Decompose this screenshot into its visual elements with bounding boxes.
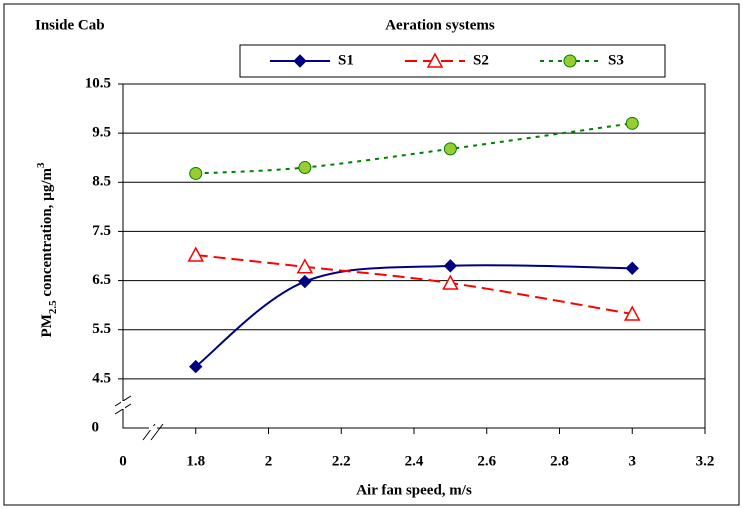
data-point [187, 246, 205, 262]
y-tick-label: 4.5 [92, 370, 111, 386]
data-point [625, 261, 639, 275]
x-tick-label: 2.4 [405, 453, 424, 469]
corner-label: Inside Cab [35, 17, 105, 33]
data-point [623, 305, 641, 321]
data-point [296, 258, 314, 274]
series-line [195, 254, 633, 315]
series-line [195, 264, 633, 368]
legend-marker [563, 54, 577, 68]
y-label-part: PM [39, 314, 55, 337]
y-tick-label: 5.5 [92, 321, 111, 337]
x-tick-label: 2.6 [477, 453, 496, 469]
x-tick-label: 2.2 [332, 453, 351, 469]
y-origin-label: 0 [92, 419, 100, 435]
y-tick-label: 6.5 [92, 272, 111, 288]
data-point [625, 116, 639, 130]
series-line [195, 122, 633, 175]
x-origin-label: 0 [119, 453, 127, 469]
x-tick-label: 3.2 [696, 453, 715, 469]
x-break-gap [149, 426, 157, 430]
y-tick-label: 8.5 [92, 174, 111, 190]
x-tick-label: 2.8 [550, 453, 569, 469]
y-label-sup: 3 [35, 162, 47, 168]
y-label-part: concentration, µg/m [39, 168, 55, 301]
data-point [298, 274, 312, 289]
data-point [189, 166, 203, 180]
x-tick-label: 1.8 [186, 453, 205, 469]
y-label-sub: 2.5 [47, 300, 59, 314]
chart-title: Aeration systems [385, 17, 495, 33]
legend-label: S3 [608, 52, 624, 68]
data-point [298, 161, 312, 175]
y-tick-label: 7.5 [92, 223, 111, 239]
y-tick-label: 10.5 [85, 75, 111, 91]
legend-marker [293, 54, 307, 68]
y-break-gap [121, 401, 125, 409]
data-point [443, 259, 458, 273]
legend-label: S1 [338, 52, 354, 68]
legend-label: S2 [473, 52, 489, 68]
frame [3, 3, 740, 506]
data-point [442, 274, 459, 290]
x-axis-label: Air fan speed, m/s [356, 482, 472, 498]
y-tick-label: 9.5 [92, 125, 111, 141]
y-axis-label: PM2.5 concentration, µg/m3 [35, 162, 59, 337]
legend-marker [426, 52, 444, 68]
data-point [189, 359, 203, 374]
x-tick-label: 3 [629, 453, 637, 469]
data-point [443, 142, 457, 156]
x-tick-label: 2 [265, 453, 273, 469]
